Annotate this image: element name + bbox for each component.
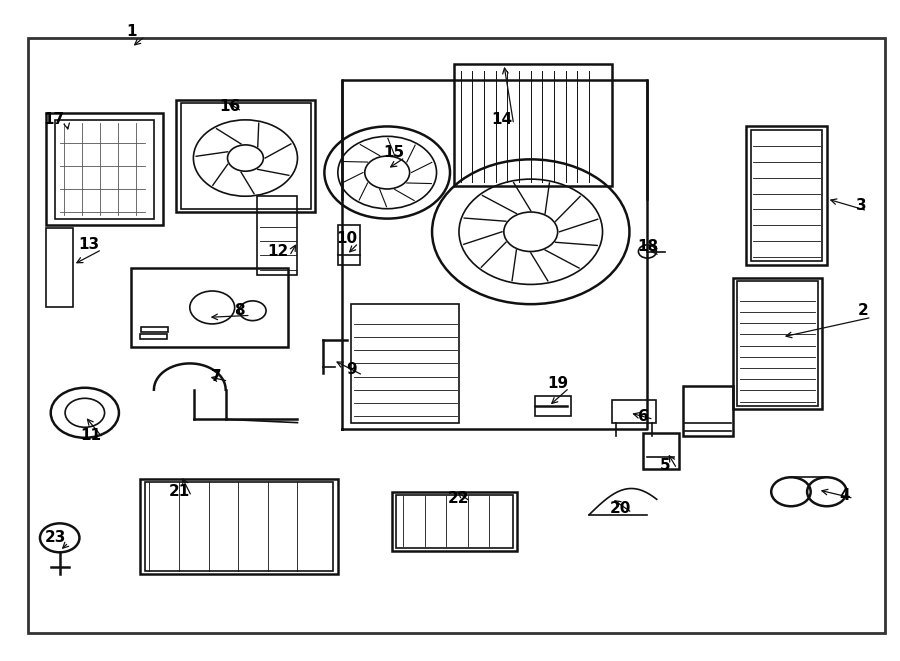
Text: 20: 20	[610, 501, 631, 516]
Text: 15: 15	[382, 145, 404, 160]
Bar	[536, 397, 572, 416]
Text: 8: 8	[234, 303, 245, 318]
Bar	[145, 482, 333, 570]
Bar	[257, 196, 298, 274]
Text: 18: 18	[637, 239, 658, 254]
Text: 12: 12	[267, 244, 288, 259]
Bar	[46, 229, 73, 307]
Bar	[176, 100, 315, 212]
Bar	[141, 327, 168, 332]
Text: 16: 16	[220, 99, 241, 114]
Bar	[643, 432, 679, 469]
Bar	[733, 278, 823, 409]
Bar	[454, 64, 611, 186]
Bar	[46, 113, 163, 225]
Bar	[396, 495, 513, 548]
Bar	[737, 281, 818, 407]
Text: 23: 23	[44, 530, 66, 545]
Text: 17: 17	[43, 112, 64, 128]
Text: 3: 3	[856, 198, 866, 213]
Bar	[683, 387, 733, 436]
Text: 10: 10	[337, 231, 357, 246]
Text: 21: 21	[168, 485, 190, 499]
Bar	[338, 225, 360, 264]
Text: 6: 6	[637, 408, 648, 424]
Text: 19: 19	[547, 375, 568, 391]
Bar	[140, 479, 338, 574]
Text: 14: 14	[491, 112, 513, 128]
Text: 2: 2	[858, 303, 868, 318]
Bar	[131, 268, 289, 347]
Text: 13: 13	[79, 237, 100, 253]
Bar	[351, 304, 459, 422]
Bar	[751, 130, 823, 261]
Bar	[140, 334, 167, 339]
Text: 4: 4	[840, 488, 850, 502]
Bar	[181, 103, 310, 209]
Bar	[55, 120, 154, 219]
Text: 5: 5	[660, 458, 670, 473]
Bar	[611, 400, 656, 422]
Text: 1: 1	[126, 24, 137, 38]
Text: 7: 7	[212, 369, 222, 384]
Bar	[392, 492, 518, 551]
Text: 22: 22	[448, 491, 470, 506]
Bar	[746, 126, 827, 264]
Text: 9: 9	[346, 362, 356, 377]
Text: 11: 11	[81, 428, 102, 444]
